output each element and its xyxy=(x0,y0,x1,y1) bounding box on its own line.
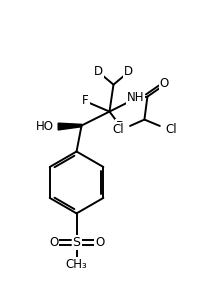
Text: S: S xyxy=(73,236,81,249)
Text: D: D xyxy=(124,65,133,78)
Text: Cl: Cl xyxy=(113,123,124,136)
Text: O: O xyxy=(49,236,58,249)
Text: NH: NH xyxy=(127,91,144,104)
Text: O: O xyxy=(95,236,104,249)
Text: D: D xyxy=(94,65,103,78)
Text: HO: HO xyxy=(36,120,54,133)
Text: Cl: Cl xyxy=(165,123,177,136)
Polygon shape xyxy=(58,123,81,130)
Text: F: F xyxy=(82,94,89,107)
Text: CH₃: CH₃ xyxy=(66,258,87,271)
Text: O: O xyxy=(160,77,169,90)
Text: D: D xyxy=(116,120,125,133)
